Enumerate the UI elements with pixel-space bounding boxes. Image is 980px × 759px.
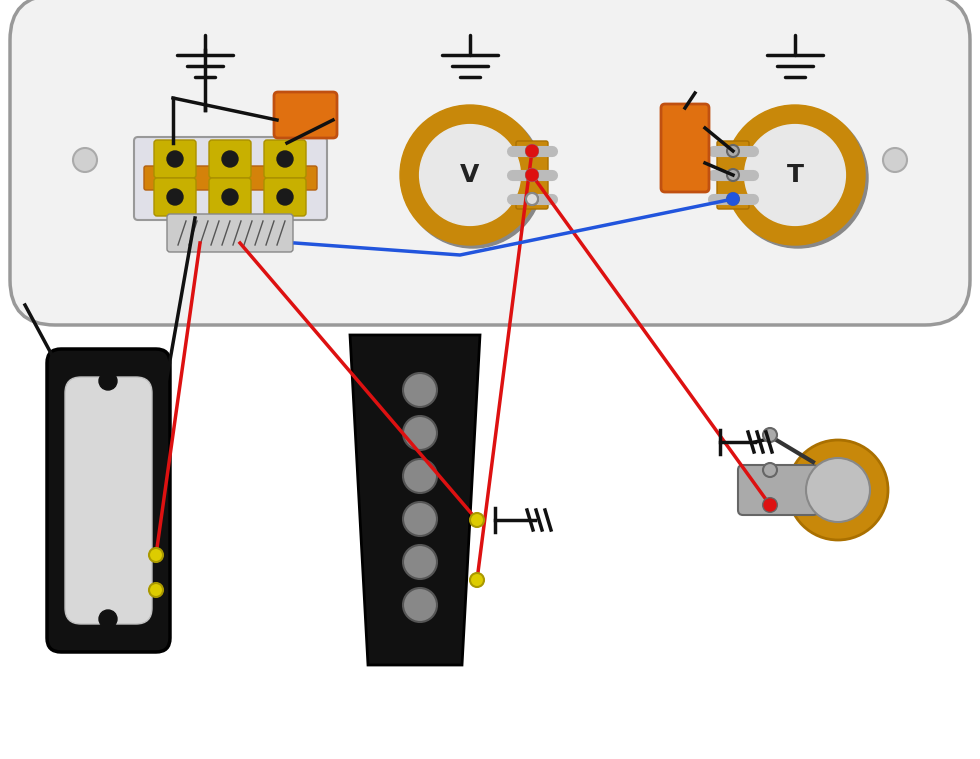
Circle shape bbox=[73, 148, 97, 172]
Circle shape bbox=[806, 458, 870, 522]
FancyBboxPatch shape bbox=[661, 104, 709, 192]
Circle shape bbox=[725, 105, 865, 245]
Circle shape bbox=[526, 169, 538, 181]
Circle shape bbox=[765, 500, 775, 510]
Circle shape bbox=[403, 416, 437, 450]
Circle shape bbox=[403, 108, 543, 248]
Circle shape bbox=[403, 545, 437, 579]
Circle shape bbox=[526, 145, 538, 157]
Circle shape bbox=[727, 145, 739, 157]
Circle shape bbox=[222, 189, 238, 205]
Circle shape bbox=[728, 108, 868, 248]
FancyBboxPatch shape bbox=[264, 140, 306, 178]
Circle shape bbox=[470, 513, 484, 527]
Circle shape bbox=[727, 193, 739, 205]
Circle shape bbox=[277, 151, 293, 167]
Circle shape bbox=[445, 523, 459, 537]
FancyBboxPatch shape bbox=[47, 349, 170, 652]
FancyBboxPatch shape bbox=[65, 377, 152, 624]
Circle shape bbox=[526, 145, 538, 157]
Circle shape bbox=[419, 124, 520, 225]
FancyBboxPatch shape bbox=[717, 141, 749, 209]
Circle shape bbox=[526, 193, 538, 205]
Circle shape bbox=[99, 372, 117, 390]
FancyBboxPatch shape bbox=[144, 166, 317, 190]
FancyBboxPatch shape bbox=[209, 178, 251, 216]
FancyBboxPatch shape bbox=[154, 178, 196, 216]
Circle shape bbox=[149, 548, 163, 562]
FancyBboxPatch shape bbox=[738, 465, 818, 515]
Circle shape bbox=[526, 145, 538, 157]
Circle shape bbox=[222, 151, 238, 167]
Circle shape bbox=[727, 193, 739, 205]
Circle shape bbox=[149, 583, 163, 597]
Circle shape bbox=[788, 440, 888, 540]
Circle shape bbox=[277, 189, 293, 205]
FancyBboxPatch shape bbox=[264, 178, 306, 216]
Circle shape bbox=[356, 344, 374, 362]
Circle shape bbox=[99, 610, 117, 628]
Circle shape bbox=[470, 573, 484, 587]
Circle shape bbox=[883, 148, 907, 172]
Circle shape bbox=[403, 502, 437, 536]
Circle shape bbox=[763, 498, 777, 512]
Circle shape bbox=[745, 124, 846, 225]
Circle shape bbox=[403, 373, 437, 407]
Circle shape bbox=[403, 459, 437, 493]
Circle shape bbox=[526, 145, 538, 157]
Circle shape bbox=[764, 499, 776, 511]
Circle shape bbox=[167, 189, 183, 205]
Circle shape bbox=[403, 588, 437, 622]
FancyBboxPatch shape bbox=[167, 214, 293, 252]
Circle shape bbox=[167, 151, 183, 167]
Circle shape bbox=[763, 428, 777, 442]
Polygon shape bbox=[350, 335, 480, 665]
FancyBboxPatch shape bbox=[154, 140, 196, 178]
Circle shape bbox=[763, 463, 777, 477]
Circle shape bbox=[438, 638, 456, 656]
FancyBboxPatch shape bbox=[209, 140, 251, 178]
FancyBboxPatch shape bbox=[516, 141, 548, 209]
Circle shape bbox=[526, 169, 538, 181]
Circle shape bbox=[727, 169, 739, 181]
FancyBboxPatch shape bbox=[274, 92, 337, 138]
Circle shape bbox=[526, 169, 538, 181]
Circle shape bbox=[526, 169, 538, 181]
Circle shape bbox=[526, 193, 538, 205]
Circle shape bbox=[400, 105, 540, 245]
Text: V: V bbox=[461, 163, 479, 187]
FancyBboxPatch shape bbox=[10, 0, 970, 325]
Text: T: T bbox=[787, 163, 804, 187]
FancyBboxPatch shape bbox=[134, 137, 327, 220]
